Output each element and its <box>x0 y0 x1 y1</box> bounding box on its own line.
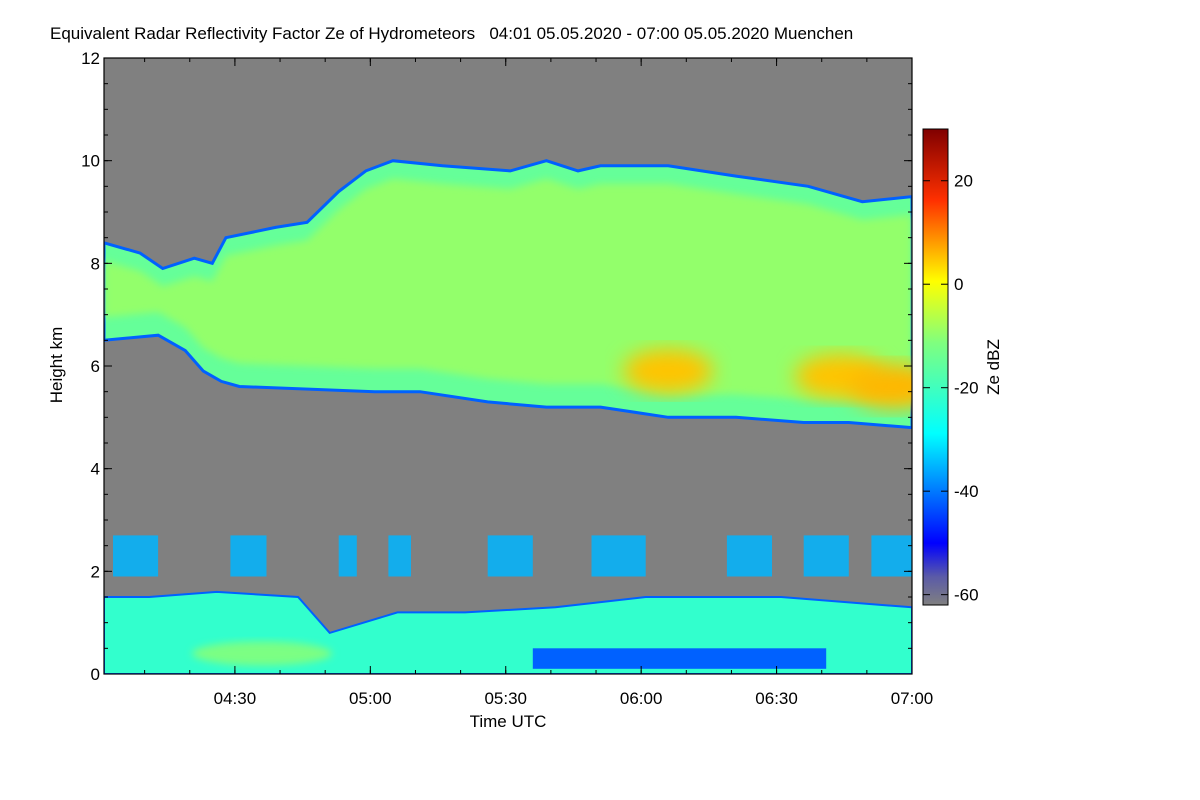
colorbar-tick-label: -60 <box>954 586 979 605</box>
mid-level-echo <box>591 535 646 577</box>
plot-area <box>103 57 913 675</box>
x-tick-label: 04:30 <box>214 689 257 708</box>
mid-level-echo <box>726 535 772 577</box>
y-tick-label: 8 <box>91 254 100 273</box>
y-tick-label: 0 <box>91 665 100 684</box>
boundary-layer-core <box>192 641 332 666</box>
colorbar-ticks: 20 0 -20 -40 -60 <box>923 172 979 605</box>
mid-level-echo <box>487 535 533 577</box>
y-axis: 0 2 4 6 8 10 12 <box>81 49 912 684</box>
colorbar-tick-label: 20 <box>954 172 973 191</box>
upper-cloud-interior <box>104 178 912 405</box>
colorbar-label: Ze dBZ <box>984 339 1003 395</box>
colorbar-tick-label: 0 <box>954 275 963 294</box>
mid-level-echo <box>871 535 912 577</box>
x-axis: 04:30 05:00 05:30 06:00 06:30 07:00 <box>144 58 934 708</box>
mid-level-echo <box>803 535 849 577</box>
colorbar-tick-label: -20 <box>954 379 979 398</box>
y-tick-label: 10 <box>81 152 100 171</box>
colorbar-gradient <box>922 128 949 606</box>
y-tick-label: 4 <box>91 460 100 479</box>
colorbar: 20 0 -20 -40 -60 Ze dBZ <box>922 128 1003 606</box>
y-tick-label: 2 <box>91 562 100 581</box>
mid-level-echo <box>230 535 267 577</box>
boundary-layer-weak-band <box>532 648 827 669</box>
chart-title: Equivalent Radar Reflectivity Factor Ze … <box>50 24 853 43</box>
x-tick-label: 07:00 <box>891 689 934 708</box>
y-axis-label: Height km <box>47 327 66 404</box>
reflectivity-regions <box>104 159 912 674</box>
x-tick-label: 05:00 <box>349 689 392 708</box>
x-tick-label: 06:30 <box>755 689 798 708</box>
y-tick-label: 12 <box>81 49 100 68</box>
mid-level-echo <box>388 535 411 577</box>
x-axis-label: Time UTC <box>470 712 547 731</box>
x-tick-label: 06:00 <box>620 689 663 708</box>
colorbar-tick-label: -40 <box>954 482 979 501</box>
mid-level-echo <box>113 535 159 577</box>
x-tick-label: 05:30 <box>484 689 527 708</box>
y-tick-label: 6 <box>91 357 100 376</box>
reflectivity-core <box>848 364 912 409</box>
reflectivity-core <box>623 349 714 394</box>
mid-level-echo <box>338 535 357 577</box>
